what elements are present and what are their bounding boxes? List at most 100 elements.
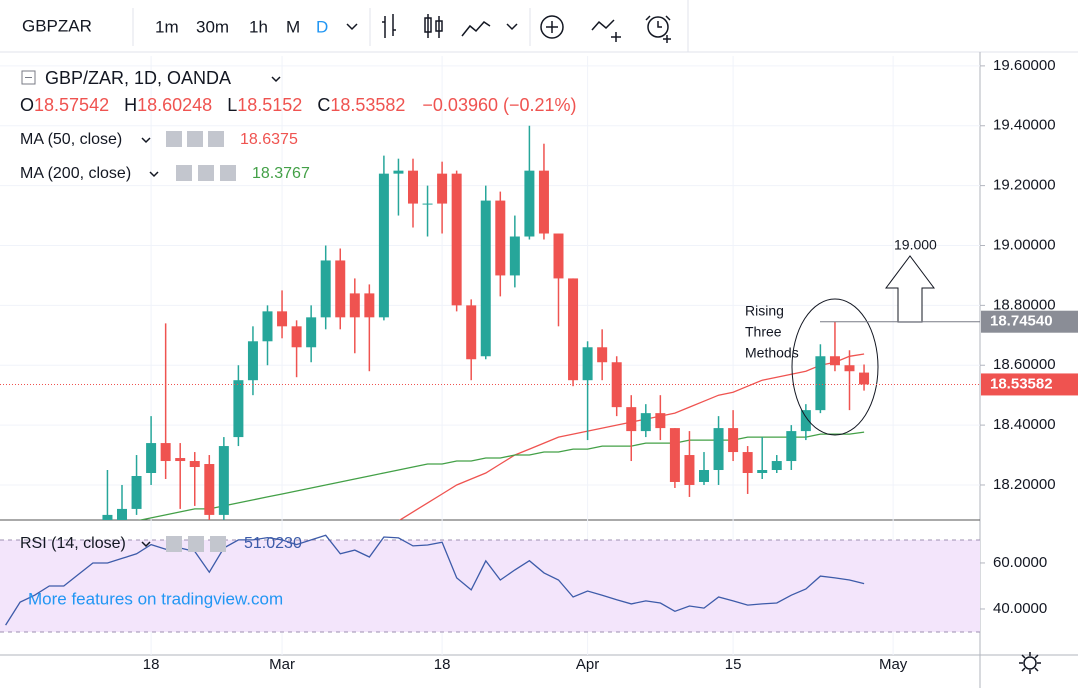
- ohlc-value: 18.5152: [237, 95, 302, 115]
- x-tick-label: Apr: [576, 656, 599, 673]
- candle-body: [655, 413, 666, 429]
- candle-body: [509, 236, 520, 276]
- interval[interactable]: 1m: [155, 17, 179, 36]
- settings-icon[interactable]: [1019, 652, 1041, 674]
- candle-body: [233, 380, 244, 438]
- candles-icon[interactable]: [424, 14, 443, 38]
- legend-value: 51.0230: [244, 535, 302, 552]
- interval-active[interactable]: D: [316, 17, 328, 36]
- candle-body: [466, 305, 477, 360]
- candle-body: [815, 356, 826, 411]
- study-buttons[interactable]: [176, 165, 236, 181]
- pattern-label: Three: [745, 324, 782, 340]
- pattern-label: Rising: [745, 303, 784, 319]
- x-tick-label: 18: [143, 656, 160, 673]
- candle-body: [102, 514, 113, 520]
- y-tick-label: 18.20000: [993, 476, 1056, 493]
- candle-body: [538, 170, 549, 234]
- y-tick-label: 19.20000: [993, 177, 1056, 194]
- alert-icon[interactable]: [647, 16, 669, 38]
- dropdown-icon[interactable]: [141, 541, 151, 548]
- candle-body: [524, 170, 535, 237]
- legend-entry: MA (200, close): [20, 165, 131, 182]
- interval[interactable]: 30m: [196, 17, 229, 36]
- candle-body: [262, 311, 273, 342]
- high-marker-badge: [981, 310, 1078, 333]
- candle-body: [786, 431, 797, 462]
- symbol[interactable]: GBPZAR: [22, 16, 92, 35]
- candle-body: [131, 475, 142, 509]
- alert-icon-detail[interactable]: [645, 15, 671, 43]
- candle-body: [495, 200, 506, 276]
- candle-body: [335, 260, 346, 318]
- candle-body: [553, 233, 564, 279]
- high-marker-label: 18.74540: [990, 313, 1053, 330]
- candle-body: [757, 470, 768, 474]
- compare-icon-plus[interactable]: [546, 21, 558, 33]
- interval[interactable]: M: [286, 17, 300, 36]
- study-buttons[interactable]: [166, 131, 224, 147]
- y-tick-label: 18.60000: [993, 356, 1056, 373]
- candle-body: [771, 461, 782, 471]
- candle-body: [451, 173, 462, 306]
- compare-icon[interactable]: [540, 15, 564, 39]
- dropdown-icon[interactable]: [346, 23, 358, 31]
- candle-body: [320, 260, 331, 318]
- candle-body: [422, 203, 433, 205]
- study-buttons[interactable]: [166, 536, 226, 552]
- legend-value: 18.6375: [240, 131, 298, 148]
- settings-icon[interactable]: [1023, 656, 1037, 670]
- candle-body: [146, 443, 157, 474]
- candle-body: [247, 341, 258, 381]
- candle-body: [189, 461, 200, 468]
- x-tick-label: 15: [725, 656, 742, 673]
- change: −0.03960 (−0.21%): [422, 95, 576, 115]
- candle-body: [218, 446, 229, 515]
- ma-line: [137, 431, 865, 520]
- pattern-label: Methods: [745, 345, 799, 361]
- candle-body: [364, 293, 375, 318]
- y-tick-label: 18.40000: [993, 416, 1056, 433]
- ohlc-value: 18.53582: [330, 95, 405, 115]
- candle-body: [713, 428, 724, 471]
- x-tick-label: May: [879, 656, 908, 673]
- watermark[interactable]: More features on tradingview.com: [28, 589, 283, 608]
- ohlc-key: L: [227, 95, 237, 115]
- candle-body: [699, 470, 709, 482]
- ohlc-legend: O18.57542 H18.60248 L18.5152 C18.53582 −…: [20, 95, 577, 115]
- bars-icon[interactable]: [382, 14, 396, 38]
- ohlc-key: H: [124, 95, 137, 115]
- candle-body: [291, 326, 302, 348]
- collapse-icon[interactable]: [21, 70, 36, 85]
- rsi-line: [5, 534, 865, 626]
- candle-body: [408, 170, 418, 204]
- target-label: 19.000: [894, 237, 937, 253]
- dropdown-icon[interactable]: [271, 76, 281, 83]
- candle-body: [597, 347, 608, 363]
- dropdown-icon[interactable]: [141, 137, 151, 144]
- area-icon[interactable]: [461, 21, 491, 37]
- dropdown-icon[interactable]: [506, 23, 518, 31]
- last-price-badge: [981, 373, 1078, 396]
- pattern-ellipse: [791, 298, 879, 436]
- chart-title: GBP/ZAR, 1D, OANDA: [45, 68, 231, 88]
- candle-body: [378, 173, 389, 318]
- interval[interactable]: 1h: [249, 17, 268, 36]
- candle-body: [728, 428, 739, 453]
- candle-body: [349, 293, 360, 318]
- y-tick-label: 19.00000: [993, 236, 1056, 253]
- indicator-icon[interactable]: [591, 19, 621, 42]
- candle-body: [859, 372, 870, 385]
- candle-body: [160, 443, 171, 462]
- y-tick-label: 60.0000: [993, 554, 1047, 571]
- target-arrow: [885, 255, 935, 323]
- dropdown-icon[interactable]: [149, 171, 159, 178]
- candle-body: [626, 407, 637, 432]
- candle-body: [844, 365, 855, 372]
- candle-body: [117, 508, 127, 520]
- x-tick-label: 18: [434, 656, 451, 673]
- candle-body: [175, 458, 186, 462]
- ohlc-key: O: [20, 95, 34, 115]
- y-tick-label: 19.40000: [993, 117, 1056, 134]
